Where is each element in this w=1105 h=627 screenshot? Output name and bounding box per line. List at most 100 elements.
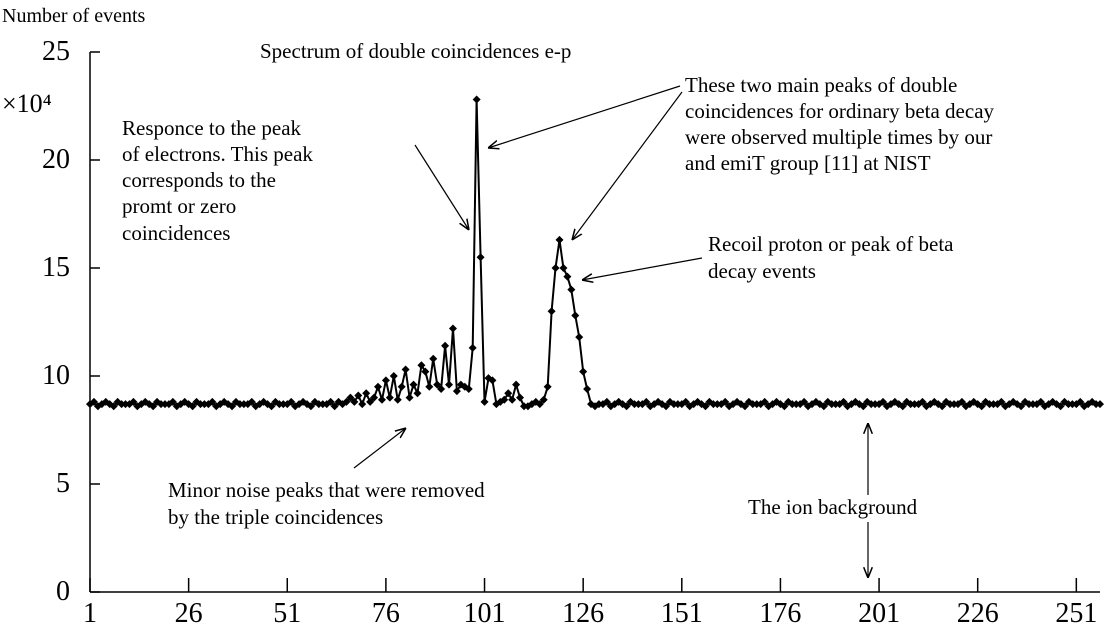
x-tick-label: 126 (562, 598, 604, 627)
point (579, 367, 588, 376)
point (938, 402, 947, 411)
point (516, 393, 525, 402)
point (405, 393, 414, 402)
point (397, 382, 406, 391)
x-tick-label: 151 (661, 598, 703, 627)
x-tick-label: 251 (1055, 598, 1097, 627)
point (918, 397, 927, 406)
point (539, 395, 548, 404)
point (306, 402, 315, 411)
point (602, 397, 611, 406)
point (342, 397, 351, 406)
annotation-line: Recoil proton or peak of beta (708, 232, 954, 256)
annotation-line: promt or zero (122, 194, 236, 218)
point (476, 253, 485, 262)
point (721, 397, 730, 406)
point (583, 384, 592, 393)
point (543, 382, 552, 391)
point (445, 380, 454, 389)
point (472, 95, 481, 104)
point (247, 397, 256, 406)
point (433, 380, 442, 389)
point (480, 397, 489, 406)
annotation: Recoil proton or peak of beta decay even… (708, 232, 954, 283)
point (740, 402, 749, 411)
annotation-line: were observed multiple times by our (685, 125, 992, 149)
point (409, 380, 418, 389)
series-points (86, 95, 1104, 411)
point (350, 397, 359, 406)
y-tick-label: 15 (42, 252, 70, 283)
point (1096, 400, 1104, 409)
arrow (572, 91, 683, 240)
point (701, 402, 710, 411)
point (362, 389, 371, 398)
point (555, 235, 564, 244)
y-unit: ×10⁴ (2, 89, 52, 118)
point (567, 285, 576, 294)
point (109, 402, 118, 411)
point (535, 400, 544, 409)
point (819, 402, 828, 411)
point (977, 402, 986, 411)
point (662, 402, 671, 411)
point (1017, 402, 1026, 411)
point (1036, 397, 1045, 406)
annotation: Minor noise peaks that were removed by t… (168, 478, 485, 529)
point (500, 395, 509, 404)
x-tick-label: 51 (273, 598, 301, 627)
point (421, 367, 430, 376)
point (377, 395, 386, 404)
y-tick-label: 20 (42, 144, 70, 175)
chart-title: Spectrum of double coincidences e-p (260, 39, 571, 63)
annotation-line: Minor noise peaks that were removed (168, 478, 485, 502)
arrow (582, 257, 703, 280)
arrow (488, 85, 681, 148)
point (563, 272, 572, 281)
point (504, 389, 513, 398)
x-tick-label: 226 (957, 598, 999, 627)
arrow (353, 428, 406, 469)
y-tick-label: 0 (56, 576, 70, 607)
point (575, 333, 584, 342)
point (1056, 402, 1065, 411)
annotation-line: corresponds to the (122, 168, 276, 192)
y-tick-label: 25 (42, 36, 70, 67)
annotation-line: and emiT group [11] at NIST (685, 151, 931, 175)
annotation-line: Responce to the peak (122, 116, 302, 140)
point (429, 354, 438, 363)
point (464, 384, 473, 393)
y-tick-label: 5 (56, 468, 70, 499)
point (488, 376, 497, 385)
x-tick-label: 1 (83, 598, 97, 627)
point (780, 402, 789, 411)
point (437, 384, 446, 393)
arrows (353, 85, 868, 578)
point (330, 402, 339, 411)
point (1076, 397, 1085, 406)
point (997, 397, 1006, 406)
annotation: Responce to the peak of electrons. This … (122, 116, 313, 245)
point (267, 402, 276, 411)
x-tick-label: 76 (372, 598, 400, 627)
point (393, 395, 402, 404)
y-tick-label: 10 (42, 360, 70, 391)
point (366, 397, 375, 406)
point (859, 402, 868, 411)
point (129, 397, 138, 406)
point (149, 402, 158, 411)
point (346, 393, 355, 402)
point (898, 402, 907, 411)
point (957, 397, 966, 406)
point (401, 365, 410, 374)
point (168, 397, 177, 406)
point (425, 382, 434, 391)
point (681, 397, 690, 406)
point (760, 397, 769, 406)
y-axis-label: Number of events (2, 5, 146, 27)
point (326, 397, 335, 406)
annotation-line: decay events (708, 259, 816, 283)
point (228, 402, 237, 411)
point (508, 395, 517, 404)
